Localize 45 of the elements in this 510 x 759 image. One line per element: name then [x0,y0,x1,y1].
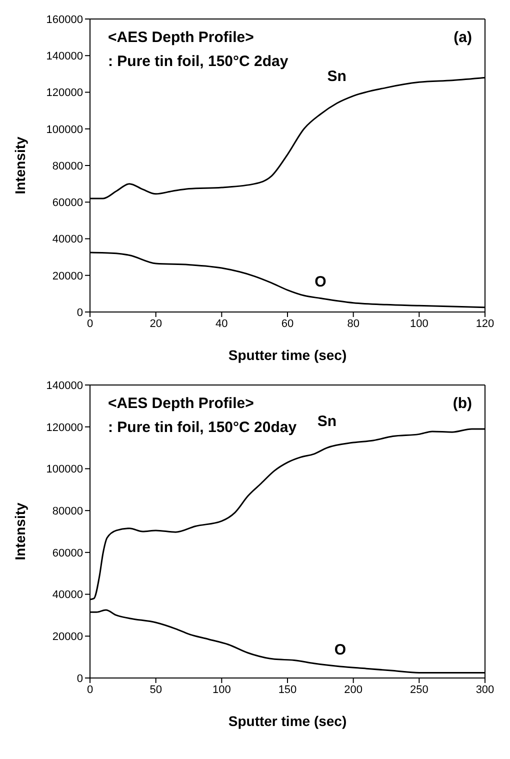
x-tick-label: 150 [278,684,297,696]
annotation: (a) [454,28,472,48]
x-tick-label: 120 [476,318,494,330]
y-tick-label: 120000 [46,422,83,434]
y-tick-label: 20000 [52,631,83,644]
x-tick-label: 300 [476,684,494,696]
x-tick-label: 100 [212,684,231,696]
text: <AES Depth Profile> [108,28,255,48]
x-tick-label: 200 [344,684,363,696]
y-tick-label: 100000 [46,464,83,476]
x-tick-label: 80 [347,318,360,330]
y-tick-label: 60000 [52,197,83,210]
y-tick-label: 20000 [52,270,83,282]
y-tick-label: 140000 [46,380,83,392]
x-axis-title: Sputter time (sec) [228,713,347,729]
x-tick-label: 20 [150,318,162,330]
y-tick-label: 80000 [52,505,83,518]
y-tick-label: 0 [76,672,83,685]
series-label: O [314,273,327,290]
y-tick-label: 40000 [52,234,83,246]
x-tick-label: 60 [281,318,294,330]
series-label: Sn [317,412,337,430]
y-axis-title: Intensity [12,136,28,194]
y-axis-title: Intensity [12,502,28,560]
text: : Pure tin foil, 150°C 2day [108,52,288,72]
series-label: O [334,641,346,658]
x-tick-label: 0 [86,318,94,330]
annotation: (b) [452,394,472,414]
text: : Pure tin foil, 150°C 20day [108,418,297,438]
y-tick-label: 140000 [46,50,83,63]
x-tick-label: 40 [216,318,228,330]
series-label: Sn [327,68,346,86]
y-tick-label: 80000 [52,160,83,172]
y-tick-label: 60000 [52,547,83,560]
y-tick-label: 100000 [46,124,83,136]
y-tick-label: 0 [76,306,83,319]
y-tick-label: 120000 [46,87,83,100]
x-tick-label: 50 [150,684,162,696]
text: <AES Depth Profile> [108,394,255,414]
x-tick-label: 250 [410,684,428,696]
y-tick-label: 40000 [52,589,83,602]
x-tick-label: 0 [86,684,94,696]
x-axis-title: Sputter time (sec) [228,347,347,363]
x-tick-label: 100 [410,318,428,330]
y-tick-label: 160000 [46,14,83,26]
